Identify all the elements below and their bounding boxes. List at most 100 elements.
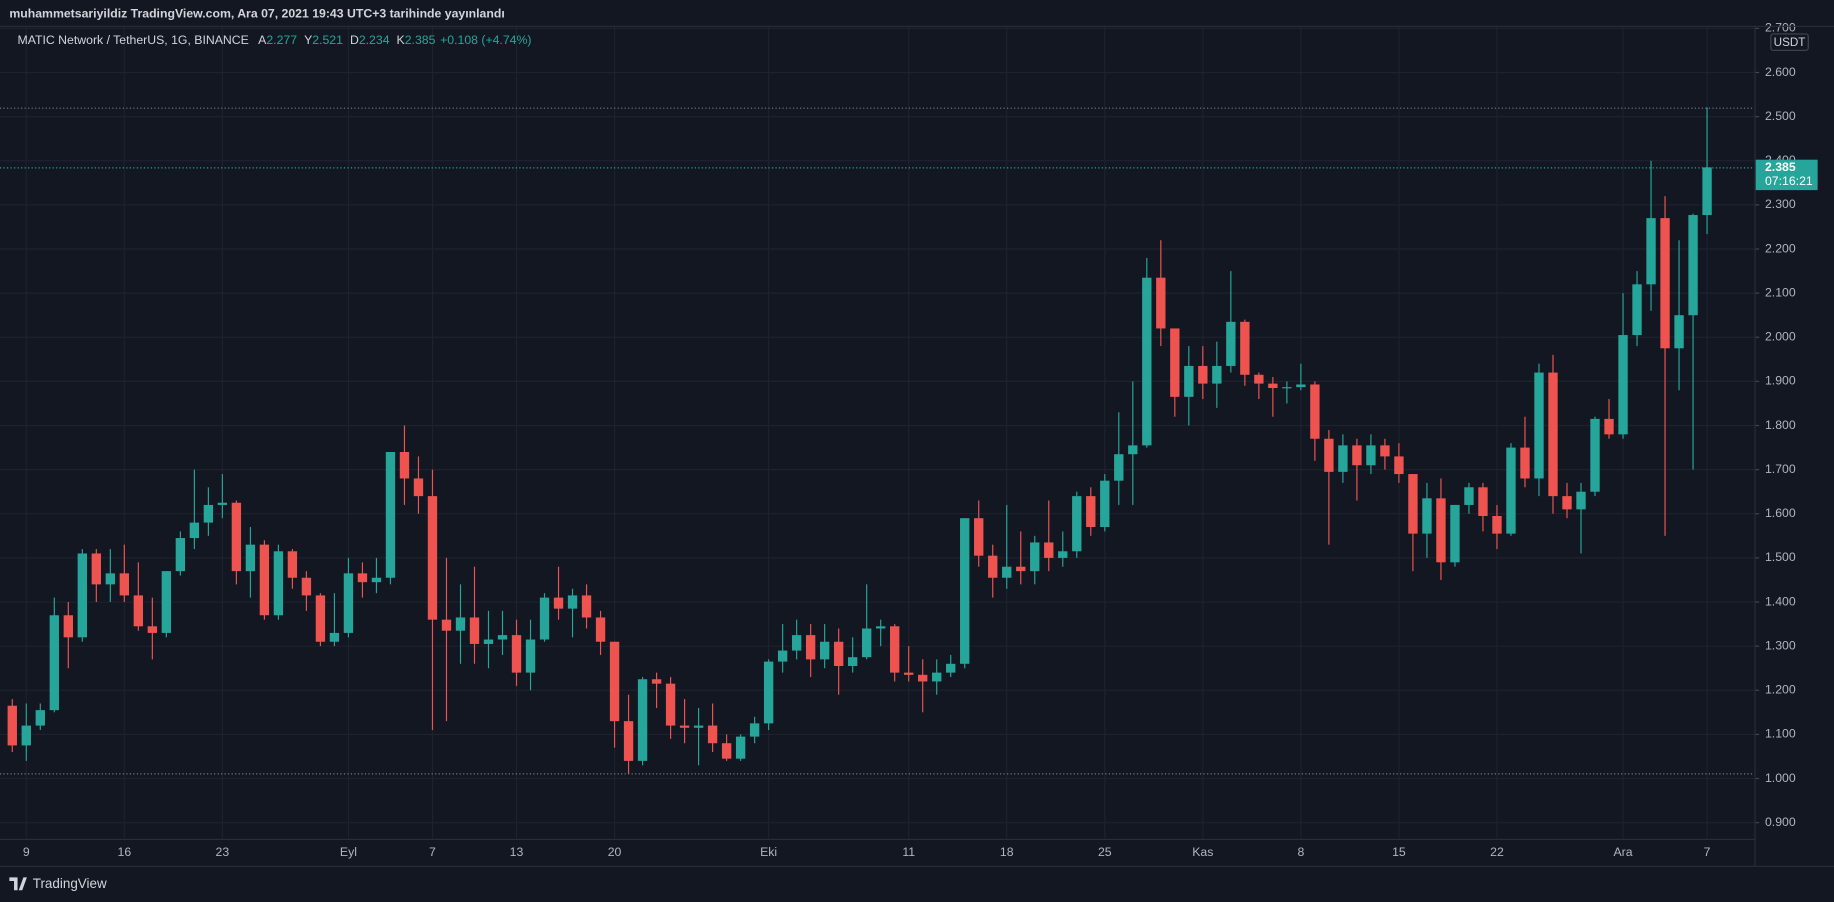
y-tick-label: 2.600 [1765,65,1796,79]
candle-body [1562,496,1572,510]
brand: TradingView [33,876,107,891]
last-price-box [1755,159,1818,191]
candle-body [357,573,368,583]
candle-body [735,736,746,759]
candle-body [1044,542,1054,558]
x-tick-label: 23 [216,845,230,859]
candle-body [749,723,760,737]
x-tick-label: 18 [1000,845,1014,859]
candle-body [1058,551,1068,558]
ohlc-value: 2.521 [312,33,343,47]
x-tick-label: 20 [608,845,622,859]
candle-body [1016,566,1026,572]
candle-body [1352,445,1362,466]
candle-body [1226,321,1236,366]
candle-body [1268,383,1278,389]
countdown: 07:16:21 [1765,174,1813,188]
candle-body [1492,515,1502,534]
candle-body [1534,372,1544,479]
candle-body [1170,328,1180,397]
candle-body [679,725,690,728]
candle-body [329,632,340,642]
candle-body [1254,374,1264,384]
y-tick-label: 2.000 [1765,330,1796,344]
candle-body [777,650,788,662]
candle-body [1548,372,1558,497]
candle-body [918,674,928,682]
x-tick-label: 9 [23,845,30,859]
ohlc-label: Y [304,33,312,47]
y-tick-label: 2.500 [1765,109,1796,123]
candle-body [1282,387,1292,389]
candle-body [343,573,354,633]
candle-body [1660,218,1670,349]
candle-body [147,626,158,633]
candle-body [1366,445,1376,466]
candle-body [721,743,732,759]
y-tick-label: 1.700 [1765,462,1796,476]
candle-body [315,595,326,642]
candle-body [189,522,200,539]
y-tick-label: 1.800 [1765,418,1796,432]
candle-body [35,710,45,726]
candle-body [49,615,59,711]
candle-body [483,639,494,644]
candle-body [217,502,228,505]
candle-body [805,635,816,660]
candle-body [1576,491,1586,510]
candle-body [1478,487,1488,516]
x-tick-label: 22 [1490,845,1504,859]
candle-body [1184,365,1194,397]
candle-body [567,595,578,609]
candle-body [609,641,620,722]
candle-body [1212,365,1222,384]
candle-body [273,551,284,616]
candle-body [637,679,648,761]
candle-body [385,451,396,578]
price-unit: USDT [1774,36,1806,49]
candle-body [847,657,858,667]
candles [0,107,1755,775]
candle-body [595,617,606,642]
candle-body [1100,480,1110,528]
x-tick-label: 13 [510,845,524,859]
candle-body [1464,487,1474,505]
grid [0,25,1755,839]
candle-body [819,641,830,660]
candle-body [1674,315,1684,349]
candle-body [427,496,438,620]
x-tick-label: 11 [902,845,915,859]
logo-icon [9,877,27,891]
candle-body [1072,496,1082,552]
ohlc-value: 2.234 [359,33,390,47]
candle-body [932,672,942,682]
ohlc-label: A [258,33,267,47]
candle-body [133,595,144,627]
candle-body [301,577,312,596]
candle-body [904,672,914,675]
x-tick-label: 16 [118,845,132,859]
x-tick-label: 15 [1392,845,1406,859]
candle-body [1604,418,1614,435]
candle-body [946,663,956,673]
candle-body [763,661,774,724]
candle-body [21,725,31,746]
x-tick-label: Eki [760,845,777,859]
candle-body [1198,365,1208,384]
candle-body [623,721,634,761]
y-tick-label: 1.400 [1765,594,1796,608]
candle-body [399,451,410,479]
candle-body [1156,277,1166,329]
candle-body [77,553,87,638]
candle-body [203,504,214,523]
last-price-label: 2.385 [1765,160,1796,174]
y-tick-label: 1.200 [1765,683,1796,697]
candle-body [245,544,256,572]
candle-body [1030,542,1040,572]
ohlc-value: 2.277 [266,33,297,47]
candle-body [1702,167,1712,216]
unit-box [1770,33,1809,51]
